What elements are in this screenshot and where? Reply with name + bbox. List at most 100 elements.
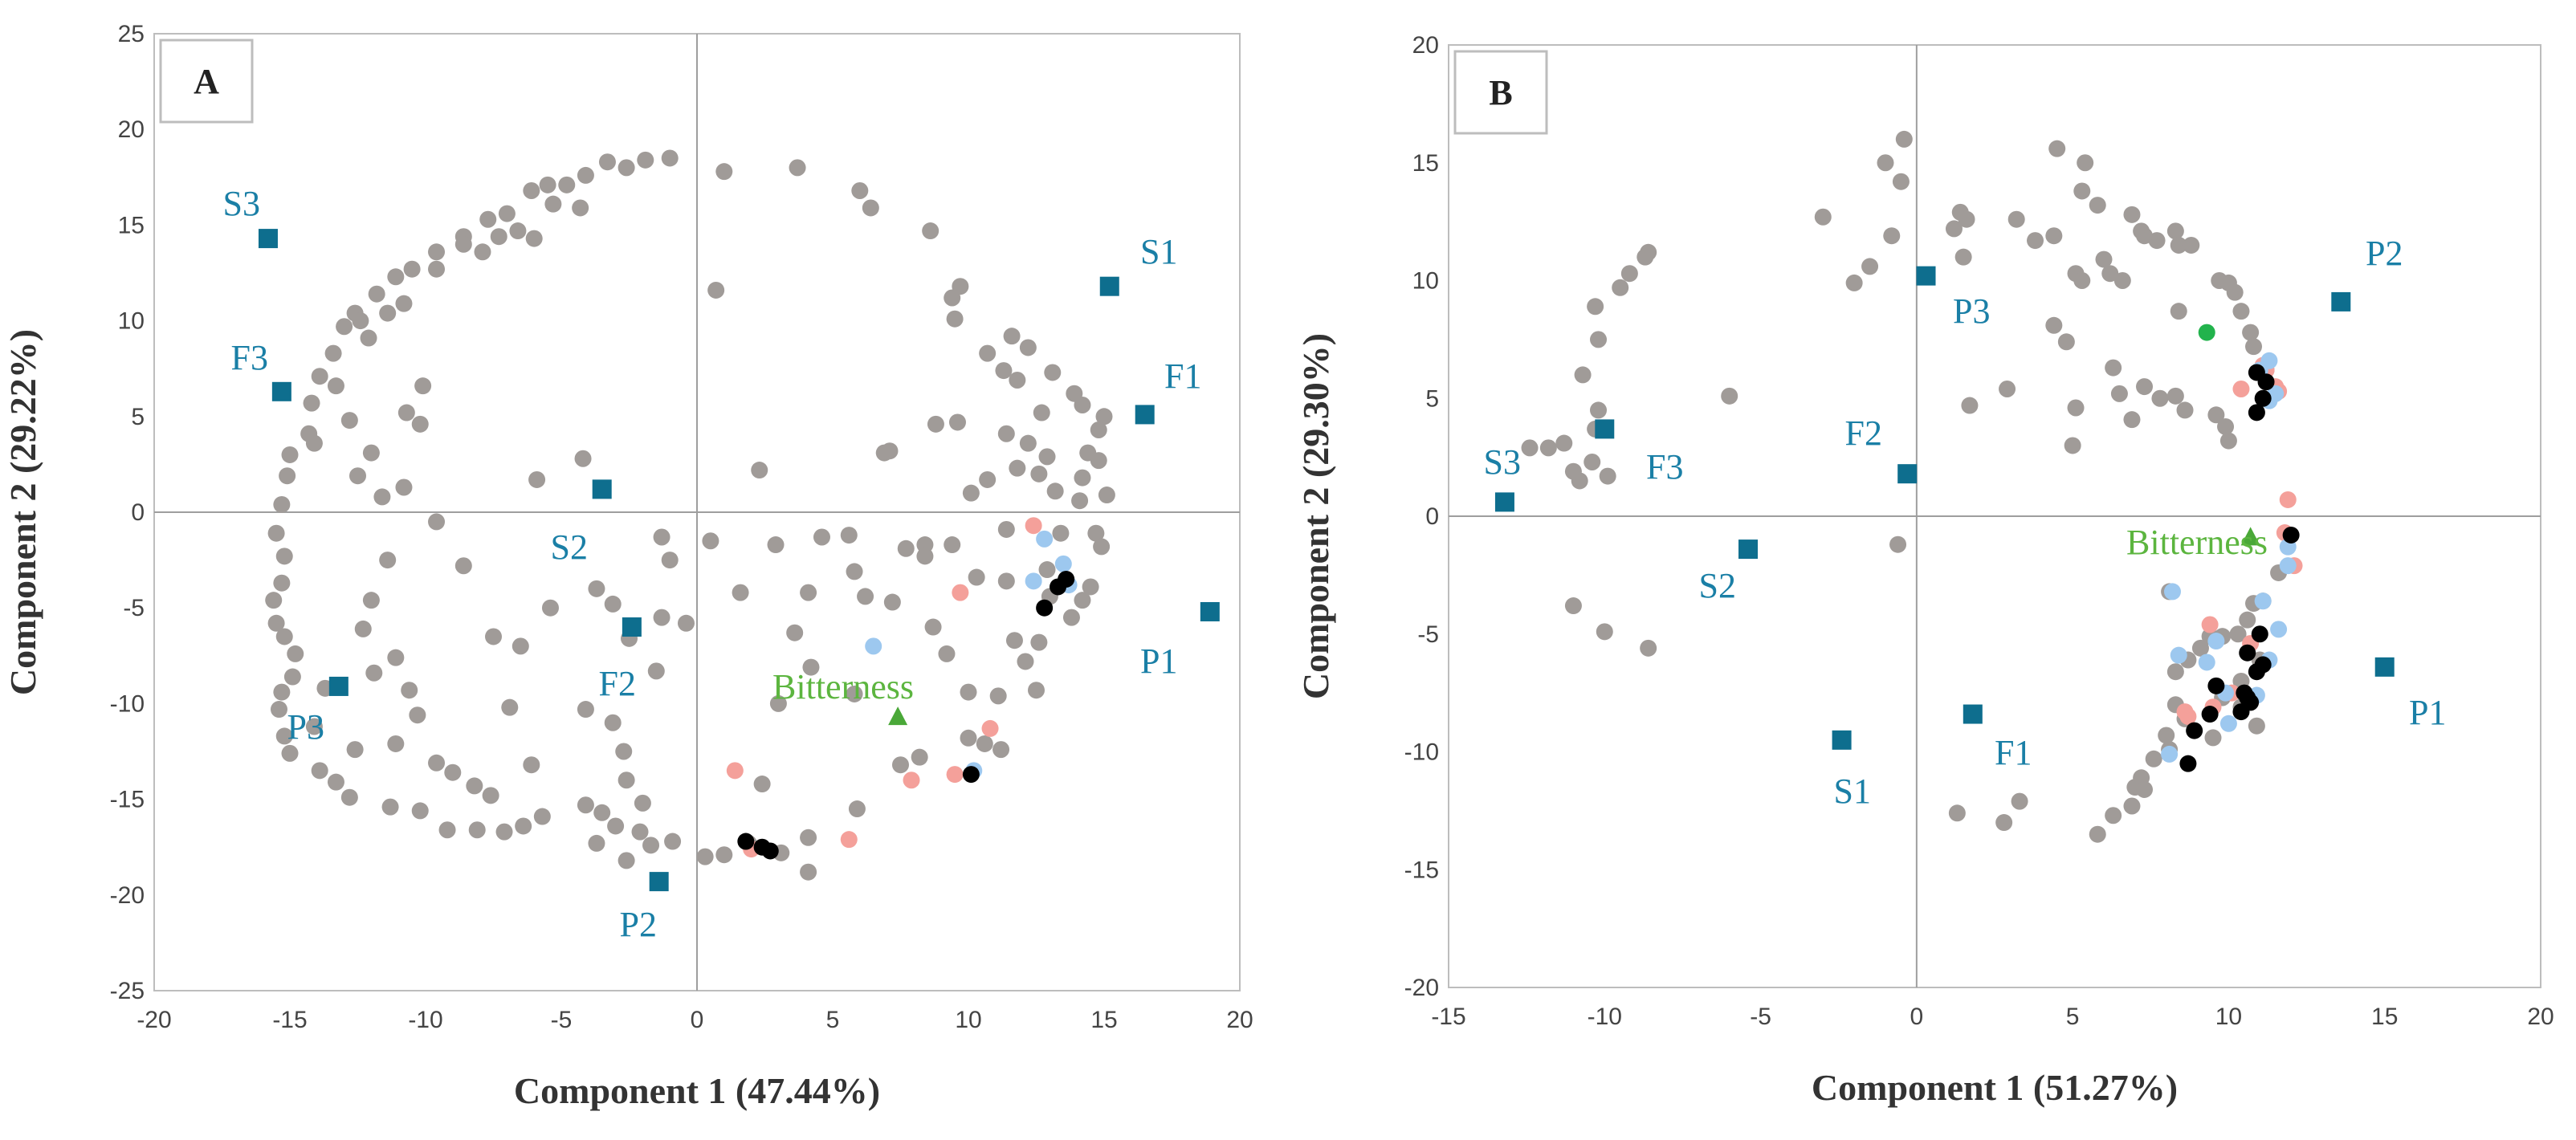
sample-point (2011, 792, 2028, 810)
sample-point (2067, 399, 2085, 417)
sample-point (615, 743, 633, 760)
y-tick-label: -20 (110, 882, 145, 909)
sample-point (948, 413, 966, 431)
sample-point-black (2232, 703, 2250, 721)
sample-point (604, 595, 622, 613)
sample-point (653, 528, 670, 546)
sample-point (802, 658, 820, 676)
sample-point (1046, 482, 1064, 500)
sample-point (379, 552, 397, 569)
sample-point (1999, 381, 2016, 398)
sample-point (1009, 372, 1026, 389)
sample-point (924, 618, 942, 636)
sample-point (857, 588, 874, 605)
sample-point (2145, 750, 2162, 767)
sample-point (1090, 452, 1107, 470)
sample-point (381, 798, 399, 816)
variable-marker (2331, 291, 2351, 311)
x-tick-label: -10 (1588, 1004, 1622, 1030)
sample-point (1038, 448, 1056, 466)
sample-point (1889, 535, 1907, 553)
sample-point (2045, 316, 2063, 334)
sample-point (373, 488, 391, 506)
variable-marker (2374, 657, 2395, 677)
sample-point (960, 683, 977, 701)
sample-point (848, 800, 866, 818)
variable-label: F3 (231, 338, 268, 377)
sample-point (572, 199, 589, 217)
sample-point-blue (2198, 653, 2215, 671)
sample-point-blue (1054, 555, 1072, 572)
sample-point (2219, 432, 2237, 450)
y-axis-title: Component 2 (29.30%) (1295, 333, 1336, 699)
sample-point-black (761, 842, 779, 860)
attribute-marker (888, 706, 908, 726)
sample-point (604, 714, 622, 731)
sample-point (525, 230, 543, 247)
sample-point (267, 524, 285, 542)
sample-point (574, 450, 592, 467)
sample-point (2245, 338, 2263, 356)
variable-marker (649, 872, 669, 892)
sample-point (2229, 625, 2247, 643)
sample-point-pink (2179, 707, 2197, 725)
sample-point (474, 243, 491, 261)
sample-point (1030, 633, 1048, 651)
sample-point (637, 151, 654, 169)
y-tick-label: 5 (1425, 385, 1439, 412)
sample-point (2136, 227, 2154, 245)
sample-point-black (2207, 677, 2225, 694)
variable-marker (258, 229, 278, 249)
sample-point (1636, 248, 1654, 266)
sample-point (2217, 417, 2235, 435)
y-tick-label: 0 (131, 499, 145, 526)
sample-point (368, 285, 385, 303)
variable-label: P3 (1953, 291, 1990, 331)
sample-point-pink (2279, 491, 2297, 508)
sample-point (962, 484, 980, 502)
y-tick-label: -25 (110, 978, 145, 1004)
sample-point-black (2251, 625, 2268, 643)
sample-point (1074, 469, 1091, 487)
sample-point (1030, 465, 1048, 482)
sample-point (275, 548, 293, 565)
sample-point (2204, 729, 2222, 747)
y-tick-label: -15 (110, 787, 145, 813)
sample-point (2170, 236, 2187, 254)
sample-point (411, 415, 429, 433)
sample-point (1590, 331, 1608, 348)
sample-point-black (2201, 706, 2219, 723)
variable-label: S2 (1699, 566, 1736, 605)
sample-point (539, 176, 556, 193)
sample-point (995, 362, 1013, 380)
sample-point (267, 614, 285, 632)
sample-point-blue (2170, 646, 2187, 664)
sample-point (2105, 359, 2122, 377)
sample-point (414, 377, 432, 395)
x-tick-label: -15 (272, 1007, 307, 1033)
sample-point (789, 159, 806, 177)
x-tick-label: 5 (2066, 1004, 2080, 1030)
sample-point-black (1036, 599, 1054, 617)
sample-point (387, 735, 405, 752)
sample-point-pink (2201, 616, 2219, 633)
x-tick-label: 20 (1226, 1007, 1253, 1033)
x-tick-label: 5 (826, 1007, 840, 1033)
sample-point (707, 281, 725, 299)
sample-point-pink (2232, 381, 2250, 398)
sample-point (1019, 339, 1037, 356)
sample-point (409, 706, 426, 724)
sample-point (327, 377, 344, 395)
sample-point (944, 536, 961, 554)
sample-point (2073, 182, 2091, 200)
sample-point (2248, 717, 2265, 735)
sample-point (1861, 258, 1879, 275)
sample-point-black (2239, 644, 2256, 662)
x-tick-label: -15 (1431, 1004, 1465, 1030)
y-tick-label: 25 (118, 21, 145, 47)
sample-point-pink (981, 719, 999, 737)
sample-point (976, 735, 993, 752)
sample-point (2151, 389, 2169, 407)
sample-point (2045, 227, 2063, 245)
variable-label: S2 (551, 527, 588, 567)
